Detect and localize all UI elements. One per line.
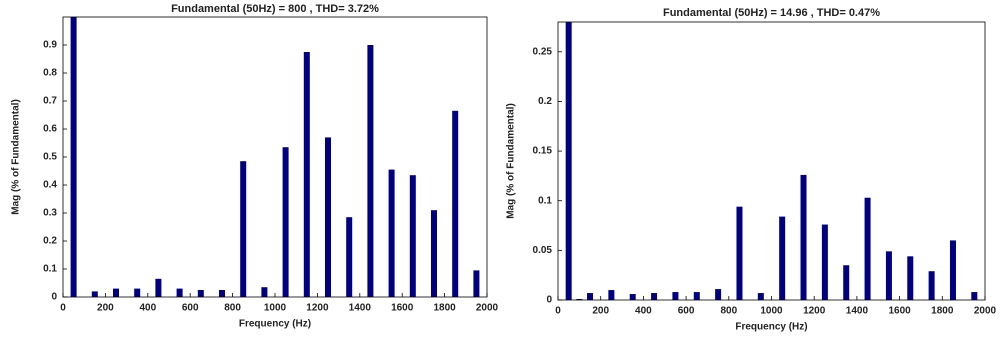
x-tick-label: 1600 [391,303,414,314]
x-tick-label: 1200 [803,306,826,317]
bar [473,270,480,297]
y-tick-label: 0.15 [533,146,553,157]
bar [821,224,828,300]
bar [91,291,98,297]
bar [971,292,978,300]
y-tick-label: 0.1 [538,195,552,206]
bar [672,292,679,300]
bar [843,265,850,300]
x-tick-label: 1800 [433,303,456,314]
bar [325,137,331,297]
y-tick-label: 0.25 [533,46,553,57]
x-axis-label: Frequency (Hz) [735,322,807,333]
x-tick-label: 0 [555,306,561,317]
y-tick-label: 0.8 [43,68,57,79]
x-tick-label: 600 [678,306,695,317]
bar [779,216,786,300]
bar [388,169,395,297]
y-tick-label: 0 [51,292,57,303]
y-axis-label: Mag (% of Fundamental) [11,99,22,215]
axes-box [62,16,488,298]
bar [693,292,700,300]
bar [134,288,141,297]
bar [565,22,572,300]
bar [303,52,310,297]
x-axis-label: Frequency (Hz) [239,319,311,330]
bar [651,293,658,300]
x-tick-label: 1200 [306,303,329,314]
x-tick-label: 2000 [974,306,997,317]
y-tick-label: 0.1 [43,264,57,275]
y-tick-label: 0.6 [43,124,57,135]
x-tick-label: 400 [139,303,156,314]
bar [576,299,583,300]
x-tick-label: 600 [182,303,199,314]
bar [907,256,914,300]
x-tick-label: 800 [720,306,737,317]
chart-title: Fundamental (50Hz) = 800 , THD= 3.72% [171,3,379,15]
x-tick-label: 200 [592,306,609,317]
y-axis-label: Mag (% of Fundamental) [506,103,517,219]
x-tick-label: 200 [97,303,114,314]
bar [70,17,77,297]
bar [367,45,374,297]
bar [240,161,247,297]
bar [736,206,743,300]
bar [885,251,892,300]
chart-title: Fundamental (50Hz) = 14.96 , THD= 0.47% [663,7,880,19]
y-tick-label: 0.05 [533,245,553,256]
bar [608,290,615,300]
plot-area [565,22,978,300]
bar [261,287,268,297]
bar [155,278,162,297]
y-tick-label: 0.7 [43,96,57,107]
bar [282,147,289,297]
y-tick-label: 0 [546,295,552,306]
y-tick-label: 0.2 [43,236,57,247]
x-tick-label: 1800 [931,306,954,317]
bar [757,293,764,300]
bar [219,290,225,297]
x-tick-label: 1000 [264,303,287,314]
y-tick-label: 0.3 [43,208,57,219]
plot-area [70,17,480,297]
bar [864,197,871,300]
bar [715,289,722,300]
bar [346,217,353,297]
bar [629,294,636,300]
bar [587,293,594,300]
y-tick-label: 0.2 [538,96,552,107]
x-tick-label: 800 [224,303,241,314]
bar [176,288,183,297]
bar [431,210,437,297]
y-tick-label: 0.5 [43,152,57,163]
bar [800,174,807,300]
x-tick-label: 0 [60,303,66,314]
x-tick-label: 1000 [760,306,783,317]
bar [452,110,459,297]
axes-box [557,21,986,301]
y-tick-label: 0.4 [43,180,57,191]
bar [928,271,935,300]
x-tick-label: 1400 [349,303,372,314]
bar [409,175,416,297]
x-tick-label: 1600 [888,306,911,317]
x-tick-label: 400 [635,306,652,317]
x-tick-label: 1400 [846,306,869,317]
bar [949,240,956,300]
bar [197,290,204,297]
x-tick-label: 2000 [476,303,499,314]
bar [113,288,119,297]
y-tick-label: 0.9 [43,40,57,51]
